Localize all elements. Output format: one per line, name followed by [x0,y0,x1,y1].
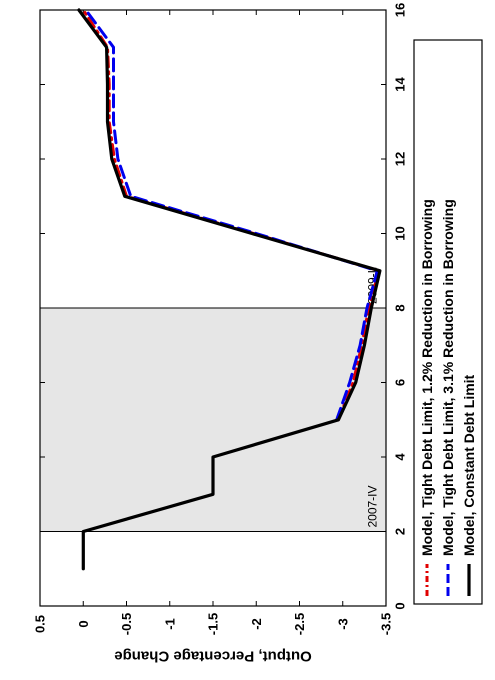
legend-label-1: Model, Tight Debt Limit, 1.2% Reduction … [419,199,435,556]
x-tick-label: 16 [393,3,408,17]
x-tick-label: 6 [393,379,408,386]
x-tick-label: 4 [393,453,408,461]
legend-box [413,39,483,605]
x-tick-label: 2 [393,528,408,535]
legend-label-2: Model, Tight Debt Limit, 3.1% Reduction … [440,199,456,556]
y-tick-label: -2.5 [292,613,307,635]
annotation-label: 2007-IV [366,485,380,527]
x-tick-label: 10 [393,226,408,240]
y-axis-title: Output, Percentage Change [114,648,312,665]
y-tick-label: -2 [249,618,264,630]
y-tick-label: -3.5 [379,613,394,635]
series-line-3 [77,8,382,571]
y-tick-label: 0 [76,620,91,627]
x-tick-label: 12 [393,152,408,166]
y-tick-label: -1.5 [206,613,221,635]
x-tick-label: 0 [393,602,408,609]
y-tick-label: -3 [335,618,350,630]
x-tick-label: 8 [393,304,408,311]
x-tick-label: 14 [393,77,408,92]
y-tick-label: -1 [162,618,177,630]
y-tick-label: 0.5 [33,615,48,633]
legend-label-3: Model, Constant Debt Limit [461,374,477,556]
y-tick-label: -0.5 [119,613,134,635]
